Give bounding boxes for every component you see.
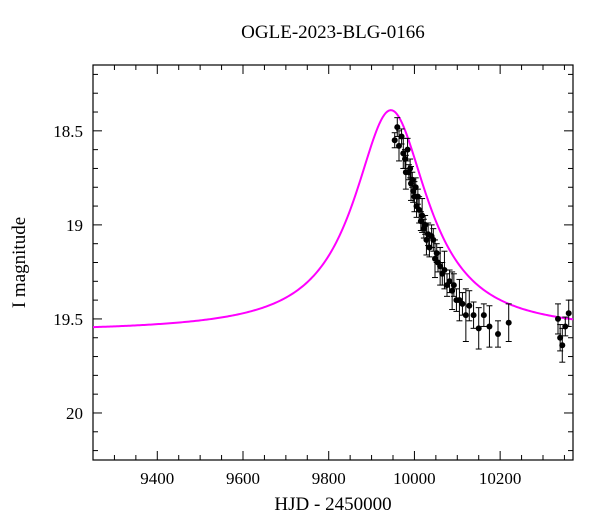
data-point xyxy=(486,323,492,329)
y-axis-label: I magnitude xyxy=(9,217,30,308)
x-tick-label: 9600 xyxy=(226,469,260,488)
x-tick-label: 9400 xyxy=(140,469,174,488)
data-point xyxy=(405,147,411,153)
y-tick-label: 18.5 xyxy=(53,122,83,141)
data-point xyxy=(463,312,469,318)
data-point xyxy=(471,312,477,318)
data-point xyxy=(392,137,398,143)
data-point xyxy=(481,312,487,318)
data-point xyxy=(466,303,472,309)
data-point xyxy=(451,282,457,288)
x-tick-label: 10200 xyxy=(479,469,522,488)
data-point xyxy=(476,325,482,331)
y-tick-label: 19 xyxy=(66,216,83,235)
data-point xyxy=(441,267,447,273)
data-point xyxy=(559,342,565,348)
data-point xyxy=(459,301,465,307)
x-tick-label: 9800 xyxy=(312,469,346,488)
x-tick-label: 10000 xyxy=(393,469,436,488)
y-tick-label: 20 xyxy=(66,404,83,423)
y-tick-label: 19.5 xyxy=(53,310,83,329)
data-point xyxy=(555,316,561,322)
x-axis-label: HJD - 2450000 xyxy=(274,494,391,512)
data-point xyxy=(566,310,572,316)
data-point xyxy=(506,320,512,326)
light-curve-chart: OGLE-2023-BLG-0166 9400 9600 9800 10000 10200… xyxy=(0,0,600,512)
chart-title: OGLE-2023-BLG-0166 xyxy=(241,22,425,43)
data-point xyxy=(495,331,501,337)
chart-container: OGLE-2023-BLG-0166 9400 9600 9800 10000 10200… xyxy=(0,0,600,512)
